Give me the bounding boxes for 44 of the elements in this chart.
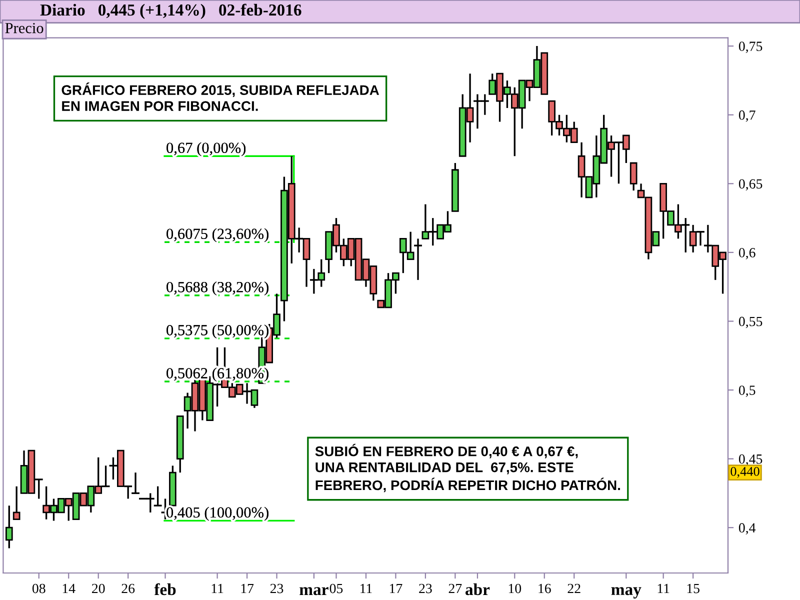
ref-line-label: 0,67 (0,00%) xyxy=(166,142,246,156)
y-axis-title: Precio xyxy=(5,22,44,34)
x-tick-label: 27 xyxy=(448,584,462,594)
candlestick xyxy=(12,485,20,520)
candlestick xyxy=(132,472,140,494)
annotation: GRÁFICO FEBRERO 2015, SUBIDA REFLEJADA EN IMAGEN POR FIBONACCI. xyxy=(62,82,380,111)
x-tick-label: 14 xyxy=(62,584,76,594)
chart-title: Diario 0,445 (+1,14%) 02-feb-2016 xyxy=(40,4,302,20)
x-tick-label: 26 xyxy=(122,584,135,594)
x-tick-label: 05 xyxy=(330,584,343,594)
x-tick-label: 15 xyxy=(687,584,700,594)
x-tick-label: 11 xyxy=(212,584,224,594)
x-tick-label: 10 xyxy=(508,584,522,594)
x-tick-label: 17 xyxy=(390,584,402,594)
candlestick xyxy=(630,162,638,192)
x-tick-label: 17 xyxy=(241,584,254,594)
ref-line-label: 0,6075 (23,60%) xyxy=(166,228,268,242)
x-tick-label: 23 xyxy=(270,584,284,594)
x-tick-label: may xyxy=(611,587,642,599)
x-tick-label: 20 xyxy=(92,584,105,594)
ref-line-label: 0,405 (100,00%) xyxy=(166,506,268,521)
x-tick-label: 23 xyxy=(419,584,432,594)
x-tick-label: 11 xyxy=(658,584,670,594)
x-tick-label: 22 xyxy=(568,584,580,594)
y-tick-label: 0,65 xyxy=(738,179,762,191)
x-tick-label: 11 xyxy=(360,584,372,594)
y-tick-label: 0,45 xyxy=(738,454,762,466)
y-tick-label: 0,5 xyxy=(738,386,756,397)
x-tick-label: abr xyxy=(466,583,490,596)
annotation: SUBIÓ EN FEBRERO DE 0,40 € A 0,67 €, UNA RENTABILIDAD DEL 67,5%. ESTE FEBRERO, PODRÍA REPETIR DICHO PATRÓN. xyxy=(315,444,620,492)
y-tick-label: 0,7 xyxy=(738,110,756,122)
x-tick-label: 08 xyxy=(32,584,46,594)
y-tick-label: 0,75 xyxy=(738,42,762,54)
y-tick-label: 0,55 xyxy=(738,316,762,328)
x-tick-label: 16 xyxy=(538,584,551,594)
y-tick-label: 0,4 xyxy=(738,523,756,535)
x-tick-label: feb xyxy=(154,583,176,596)
x-tick-label: mar xyxy=(300,587,328,596)
candlestick xyxy=(5,504,13,550)
ref-line-label: 0,5688 (38,20%) xyxy=(166,282,268,296)
y-tick-label: 0,6 xyxy=(738,248,756,260)
candlestick xyxy=(414,238,422,281)
candlestick xyxy=(154,485,162,506)
annotation: 0,440 xyxy=(730,466,760,478)
